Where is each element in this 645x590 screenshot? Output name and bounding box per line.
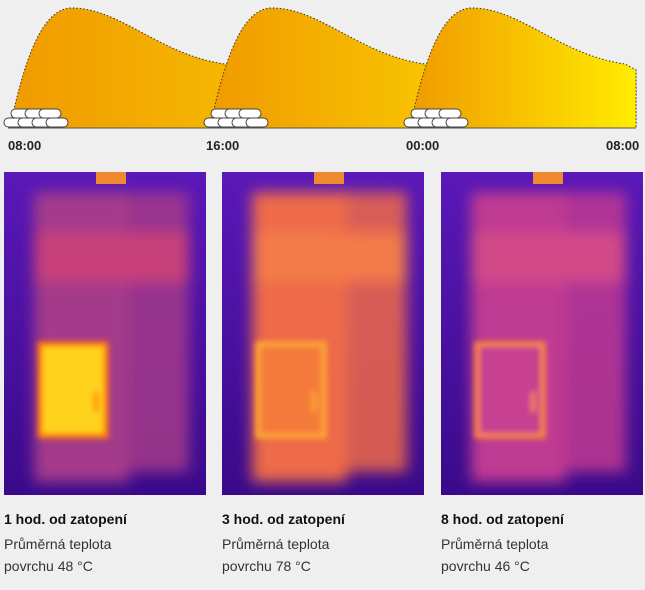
stove-door: [255, 341, 327, 439]
heat-curves: [9, 7, 637, 129]
stove-door: [474, 341, 546, 439]
panel-caption: Průměrná teplota: [222, 536, 330, 552]
stove-body: [252, 192, 407, 482]
stove-band: [471, 232, 626, 282]
thermal-image: [222, 172, 424, 495]
panel-title: 3 hod. od zatopení: [222, 511, 346, 527]
time-label: 08:00: [606, 138, 639, 153]
thermal-image: [4, 172, 206, 495]
log: [238, 108, 262, 119]
handle: [94, 392, 98, 412]
stove-band: [252, 232, 407, 282]
log: [438, 108, 462, 119]
chimney: [96, 172, 126, 184]
handle: [531, 392, 535, 412]
thermal-image: [441, 172, 643, 495]
door: [474, 341, 546, 439]
panel-title: 1 hod. od zatopení: [4, 511, 128, 527]
log: [45, 117, 69, 128]
chimney: [533, 172, 563, 184]
heat-curve: [409, 7, 637, 129]
log-icons: [3, 108, 469, 128]
door: [255, 341, 327, 439]
log: [445, 117, 469, 128]
handle: [312, 392, 316, 412]
panel-caption: povrchu 78 °C: [222, 558, 311, 574]
chimney: [314, 172, 344, 184]
panel-caption: povrchu 46 °C: [441, 558, 530, 574]
door: [37, 341, 109, 439]
panel-caption: Průměrná teplota: [4, 536, 112, 552]
time-labels: 08:00 16:00 00:00 08:00: [8, 138, 639, 153]
log: [38, 108, 62, 119]
stove-door: [37, 341, 109, 439]
thermal-panels: 1 hod. od zatopení Průměrná teplota povrch…: [4, 172, 643, 574]
time-label: 08:00: [8, 138, 41, 153]
panel-caption: povrchu 48 °C: [4, 558, 93, 574]
time-label: 00:00: [406, 138, 439, 153]
panel-title: 8 hod. od zatopení: [441, 511, 565, 527]
panel-caption: Průměrná teplota: [441, 536, 549, 552]
time-label: 16:00: [206, 138, 239, 153]
log: [245, 117, 269, 128]
stove-band: [34, 232, 189, 282]
